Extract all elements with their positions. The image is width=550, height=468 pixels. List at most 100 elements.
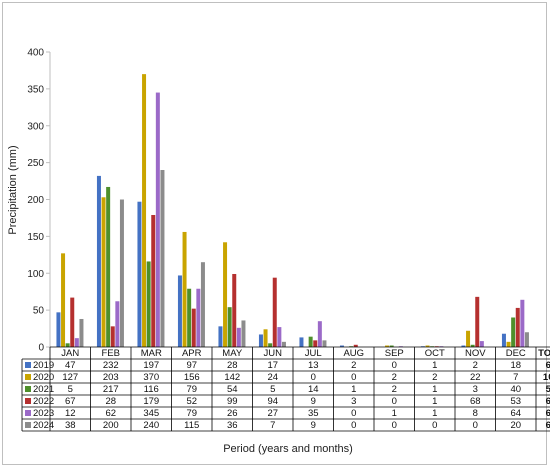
data-label: 1 [392, 408, 397, 419]
bar-2021-jun [268, 343, 273, 347]
data-label: 3 [351, 396, 356, 407]
bar-2022-jan [70, 297, 75, 347]
data-label: 17 [267, 360, 278, 371]
bar-2023-jul [317, 321, 322, 347]
legend-label: 2022 [33, 396, 54, 407]
data-label: 5 [270, 384, 275, 395]
bar-2022-apr [191, 308, 196, 347]
data-label: 12 [65, 408, 76, 419]
y-tick-label: 250 [27, 158, 44, 169]
legend-swatch-2021 [25, 386, 31, 392]
bar-2022-aug [353, 344, 358, 347]
data-label: 197 [143, 360, 159, 371]
bar-2022-dec [515, 307, 520, 347]
bar-2022-may [232, 273, 237, 347]
bar-2020-feb [101, 197, 106, 347]
bar-2019-apr [177, 275, 182, 347]
legend-label: 2020 [33, 372, 54, 383]
data-label: 9 [311, 420, 316, 431]
bar-2021-sep [389, 345, 394, 347]
y-axis: 0 50 100 150 200 250 300 350 400 [27, 48, 51, 354]
bar-2020-jun [263, 329, 268, 347]
data-label: 20 [510, 420, 521, 431]
x-tick-label: JUN [264, 348, 283, 359]
x-tick-label: JUL [305, 348, 322, 359]
total-value: 1053 [543, 372, 550, 383]
legend-swatch-2024 [25, 422, 31, 428]
data-label: 28 [105, 396, 116, 407]
data-label: 38 [65, 420, 76, 431]
bar-2021-mar [146, 261, 151, 347]
y-tick-label: 350 [27, 84, 44, 95]
bar-2024-feb [119, 199, 124, 347]
bar-2023-nov [479, 341, 484, 347]
data-label: 26 [227, 408, 238, 419]
x-tick-label: SEP [385, 348, 404, 359]
bar-2023-jan [74, 338, 79, 347]
data-label: 7 [513, 372, 518, 383]
y-tick-label: 50 [33, 306, 45, 317]
data-label: 2 [473, 360, 478, 371]
bar-2021-apr [187, 288, 192, 347]
data-label: 8 [473, 408, 478, 419]
total-header: TOTAL [538, 348, 550, 359]
bar-2020-nov [466, 330, 471, 347]
total-value: 665 [546, 420, 550, 431]
data-label: 54 [227, 384, 238, 395]
bar-2020-oct [425, 345, 430, 347]
data-label: 179 [143, 396, 159, 407]
data-label: 156 [184, 372, 200, 383]
total-value: 537 [546, 384, 550, 395]
bar-2021-jul [308, 336, 313, 347]
data-label: 64 [510, 408, 521, 419]
bar-2022-nov [475, 296, 480, 347]
data-label: 232 [103, 360, 119, 371]
bar-2024-jun [281, 341, 286, 347]
data-label: 27 [267, 408, 278, 419]
total-value: 653 [546, 396, 550, 407]
data-label: 52 [186, 396, 197, 407]
legend-label: 2024 [33, 420, 54, 431]
data-label: 14 [308, 384, 319, 395]
data-label: 0 [432, 420, 437, 431]
data-label: 2 [392, 372, 397, 383]
y-tick-label: 150 [27, 232, 44, 243]
data-label: 0 [392, 360, 397, 371]
y-tick-label: 300 [27, 121, 44, 132]
legend-label: 2023 [33, 408, 54, 419]
x-tick-label: AUG [343, 348, 364, 359]
total-value: 660 [546, 408, 550, 419]
data-label: 0 [351, 372, 356, 383]
bar-2024-apr [200, 262, 205, 347]
data-label: 240 [143, 420, 159, 431]
bar-2024-mar [160, 170, 165, 347]
legend-swatch-2019 [25, 362, 31, 368]
data-label: 2 [432, 372, 437, 383]
data-label: 1 [432, 408, 437, 419]
data-label: 2 [392, 384, 397, 395]
legend-swatch-2023 [25, 410, 31, 416]
data-label: 200 [103, 420, 119, 431]
x-tick-label: FEB [102, 348, 120, 359]
bar-2023-feb [115, 301, 120, 347]
bar-2020-sep [385, 345, 390, 347]
legend-label: 2019 [33, 360, 54, 371]
bar-2019-jan [56, 312, 61, 347]
data-label: 67 [65, 396, 76, 407]
data-label: 79 [186, 408, 197, 419]
data-label: 1 [432, 360, 437, 371]
bar-2019-mar [137, 201, 142, 347]
data-label: 99 [227, 396, 238, 407]
bar-2019-jun [258, 334, 263, 347]
y-tick-label: 0 [38, 343, 44, 354]
y-tick-label: 400 [27, 48, 44, 59]
data-label: 0 [392, 396, 397, 407]
data-label: 35 [308, 408, 319, 419]
bars [56, 74, 529, 348]
data-label: 22 [470, 372, 481, 383]
bar-2022-feb [110, 326, 115, 347]
y-tick-label: 100 [27, 269, 44, 280]
data-label: 40 [510, 384, 521, 395]
